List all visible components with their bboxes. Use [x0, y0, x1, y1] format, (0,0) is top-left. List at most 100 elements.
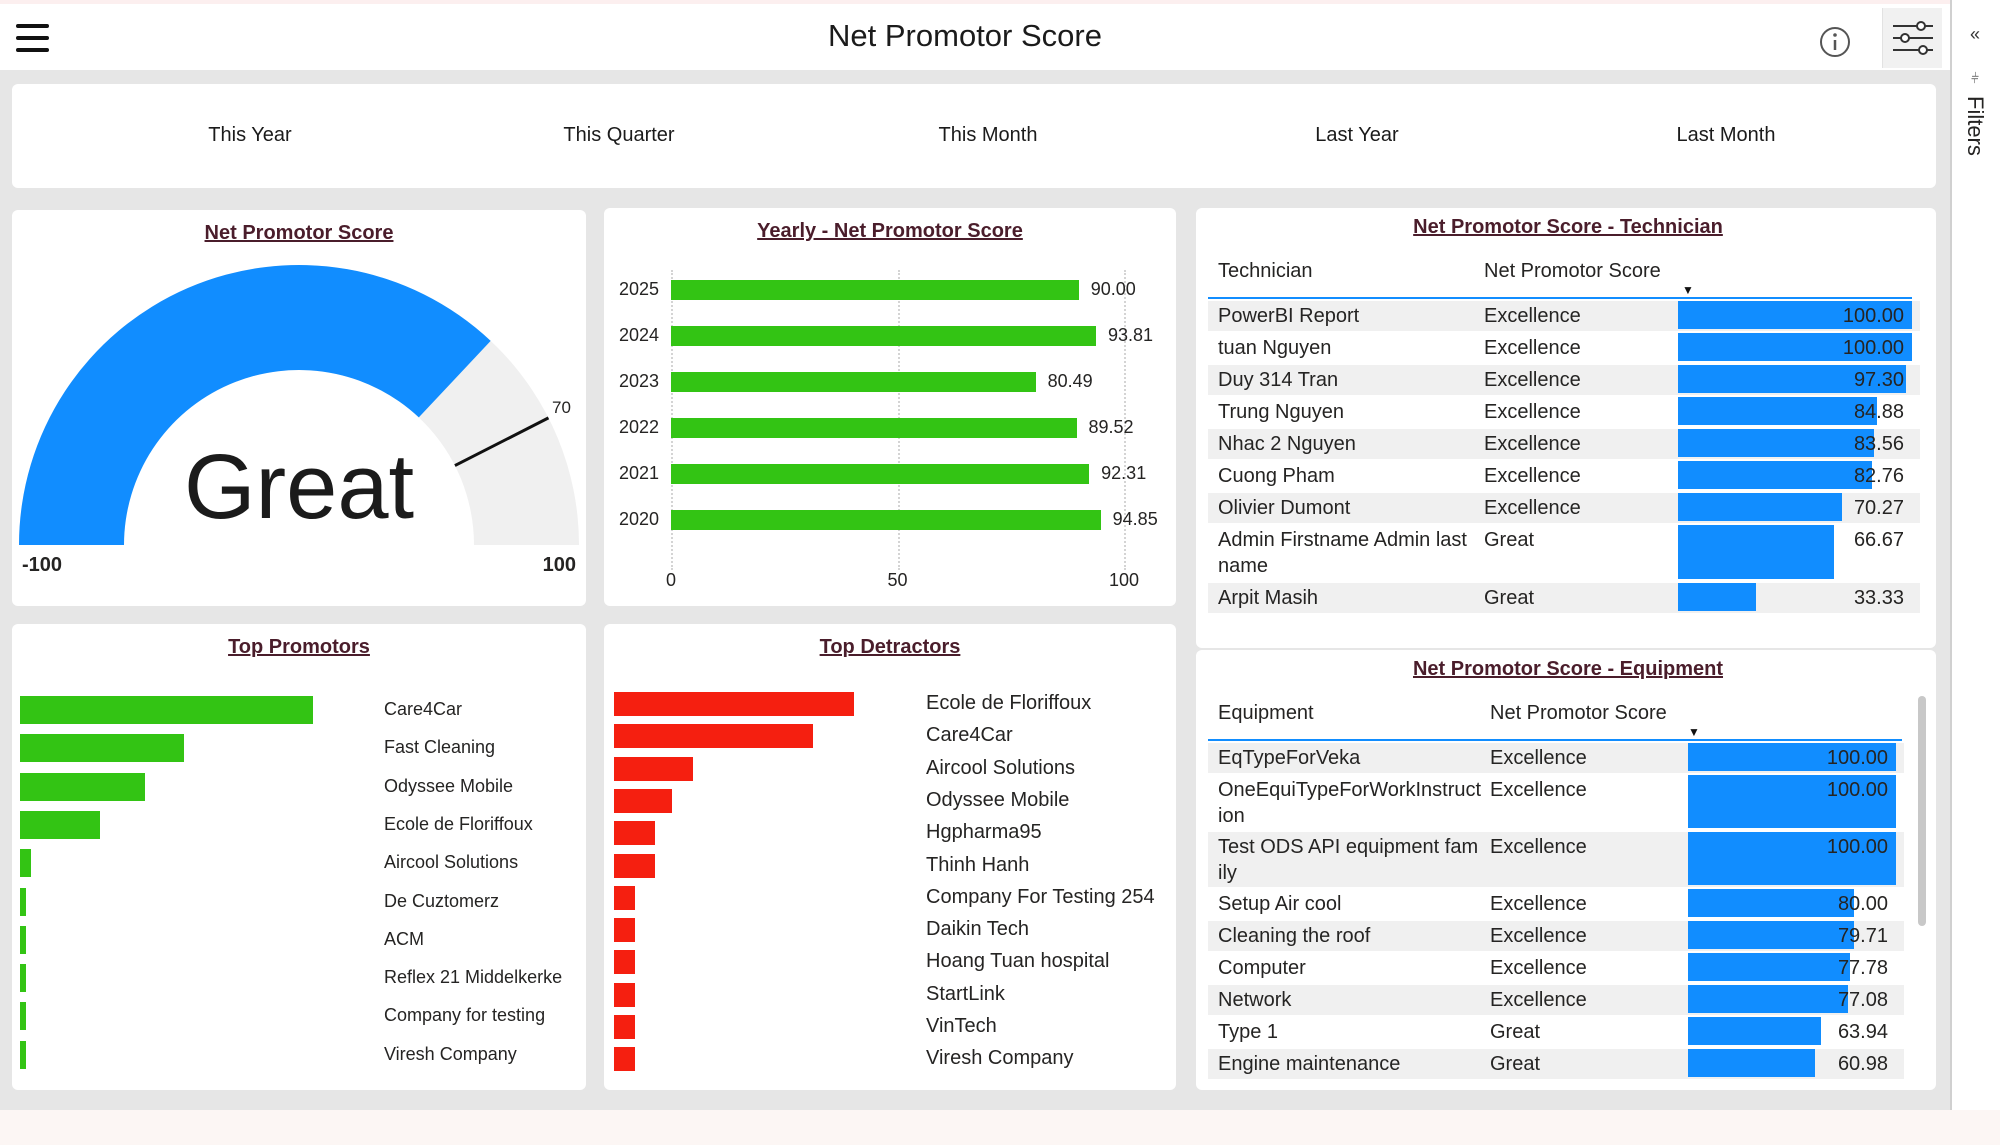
period-this-year[interactable]: This Year: [208, 124, 292, 146]
gauge-min-label: -100: [22, 554, 63, 576]
y-category-label: 2020: [618, 509, 659, 529]
y-category-label: 2025: [618, 279, 659, 299]
gauge-panel: Net Promotor Score Great -100 100 70: [12, 210, 586, 606]
period-this-month[interactable]: This Month: [938, 124, 1038, 146]
promotor-label: ACM: [384, 928, 424, 949]
score-value: 100.00: [1842, 337, 1904, 359]
row-rating: Excellence: [1490, 989, 1587, 1011]
gauge-target-marker: [454, 416, 550, 467]
expand-filters-icon[interactable]: «: [1970, 24, 1981, 44]
row-name: Test ODS API equipment family: [1218, 836, 1479, 884]
sort-desc-icon[interactable]: ▼: [1688, 725, 1700, 739]
score-bar: [1688, 743, 1896, 771]
promotor-bar[interactable]: [20, 696, 313, 724]
score-value: 83.56: [1853, 433, 1904, 455]
period-last-year[interactable]: Last Year: [1315, 124, 1399, 146]
detractor-bar[interactable]: [614, 756, 693, 781]
promotor-bar[interactable]: [20, 772, 145, 801]
score-bar: [1688, 889, 1855, 917]
detractor-bar[interactable]: [614, 982, 635, 1007]
technician-table-title: Net Promotor Score - Technician: [1413, 216, 1723, 238]
technician-score-col-header[interactable]: Net Promotor Score: [1484, 260, 1661, 282]
filter-settings-icon[interactable]: [1882, 8, 1942, 68]
filters-pane-label[interactable]: ⫩ Filters: [1963, 70, 1988, 156]
row-name: EqTypeForVeka: [1218, 747, 1361, 769]
detractor-bar[interactable]: [614, 853, 656, 878]
gauge-chart: [19, 264, 579, 545]
yearly-bar[interactable]: [671, 418, 1077, 438]
score-value: 33.33: [1853, 587, 1904, 609]
row-name: OneEquiTypeForWorkInstruction: [1218, 779, 1482, 827]
promotor-bar[interactable]: [20, 849, 31, 878]
period-last-month[interactable]: Last Month: [1676, 124, 1776, 146]
detractor-bar[interactable]: [614, 918, 635, 943]
score-bar: [1678, 493, 1843, 521]
yearly-bar[interactable]: [671, 280, 1079, 300]
promotor-bar[interactable]: [20, 925, 27, 954]
score-bar: [1678, 397, 1877, 425]
score-bar: [1678, 429, 1874, 457]
promotor-label: Viresh Company: [384, 1043, 517, 1064]
detractor-label: Odyssee Mobile: [926, 788, 1070, 811]
row-rating: Excellence: [1490, 779, 1587, 801]
promotor-bar[interactable]: [20, 810, 100, 839]
equipment-col-header[interactable]: Equipment: [1218, 702, 1314, 724]
table-row[interactable]: [1208, 583, 1920, 613]
y-category-label: 2024: [618, 325, 659, 345]
hamburger-menu-icon[interactable]: [16, 24, 49, 52]
yearly-bar[interactable]: [671, 326, 1096, 346]
header-divider: [1208, 297, 1912, 299]
row-name: PowerBI Report: [1218, 305, 1360, 327]
detractor-bar[interactable]: [614, 724, 813, 749]
filter-pane-collapsed: [1950, 0, 2000, 1110]
detractor-bar[interactable]: [614, 821, 656, 846]
promotor-bar[interactable]: [20, 887, 27, 916]
technician-table-panel: Net Promotor Score - Technician Technici…: [1196, 208, 1936, 648]
detractor-bar[interactable]: [614, 1015, 635, 1039]
equipment-scrollbar[interactable]: [1918, 696, 1926, 926]
yearly-bar[interactable]: [671, 464, 1090, 484]
row-rating: Excellence: [1484, 401, 1581, 423]
detractor-bar[interactable]: [614, 885, 635, 910]
promotor-label: Care4Car: [384, 699, 463, 719]
promotor-bar[interactable]: [20, 1040, 27, 1069]
detractor-bar[interactable]: [614, 950, 635, 975]
promotor-label: Ecole de Floriffoux: [384, 813, 533, 834]
detractor-label: Thinh Hanh: [926, 853, 1030, 876]
detractor-bar[interactable]: [614, 788, 672, 813]
detractor-bar[interactable]: [614, 1047, 635, 1072]
gridline: [1124, 270, 1126, 570]
score-bar: [1678, 583, 1756, 611]
promotor-bar[interactable]: [20, 734, 184, 763]
equipment-score-col-header[interactable]: Net Promotor Score: [1490, 702, 1667, 724]
detractor-label: Company For Testing 254: [926, 885, 1155, 908]
promotor-bar[interactable]: [20, 964, 27, 993]
row-rating: Excellence: [1484, 305, 1581, 327]
score-value: 60.98: [1837, 1053, 1888, 1075]
sort-desc-icon[interactable]: ▼: [1682, 283, 1694, 297]
row-name: Cleaning the roof: [1218, 925, 1371, 947]
score-value: 97.30: [1853, 369, 1904, 391]
yearly-bar[interactable]: [671, 510, 1101, 530]
detractor-label: Viresh Company: [926, 1047, 1074, 1070]
info-icon[interactable]: [1818, 25, 1852, 59]
promotor-label: De Cuztomerz: [384, 890, 500, 911]
score-value: 79.71: [1837, 925, 1888, 947]
promotor-label: Odyssee Mobile: [384, 775, 514, 796]
equipment-table-panel: Net Promotor Score - Equipment Equipment…: [1196, 650, 1936, 1090]
technician-col-header[interactable]: Technician: [1218, 260, 1313, 282]
x-tick-label: 100: [1108, 570, 1140, 590]
period-this-quarter[interactable]: This Quarter: [563, 124, 675, 146]
detractor-bar[interactable]: [614, 692, 854, 716]
promotor-label: Fast Cleaning: [384, 737, 496, 758]
score-bar: [1678, 333, 1912, 361]
y-category-label: 2021: [618, 463, 659, 483]
row-name: Type 1: [1218, 1021, 1279, 1043]
yearly-chart-panel: Yearly - Net Promotor Score 0 50 100 2025 90…: [604, 208, 1176, 606]
bar-value-label: 89.52: [1088, 417, 1134, 437]
bar-value-label: 90.00: [1090, 279, 1136, 299]
promotor-bar[interactable]: [20, 1002, 27, 1031]
gauge-status-text: Great: [183, 436, 415, 538]
detractor-label: Ecole de Floriffoux: [926, 692, 1092, 714]
yearly-bar[interactable]: [671, 372, 1036, 392]
